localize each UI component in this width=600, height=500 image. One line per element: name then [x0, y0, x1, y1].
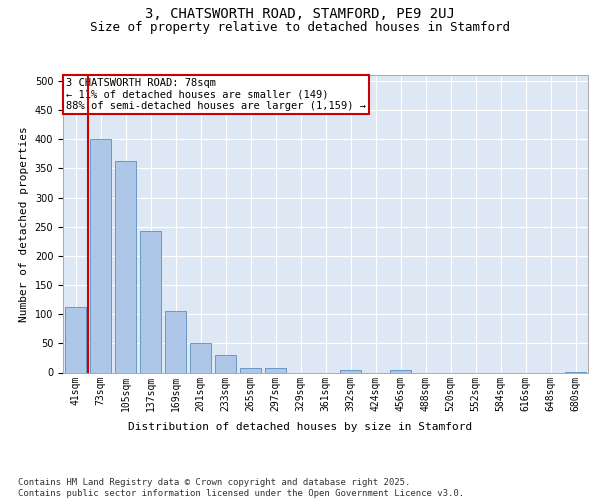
Y-axis label: Number of detached properties: Number of detached properties	[19, 126, 29, 322]
Bar	[340, 370, 361, 372]
Text: Size of property relative to detached houses in Stamford: Size of property relative to detached ho…	[90, 21, 510, 34]
Text: Distribution of detached houses by size in Stamford: Distribution of detached houses by size …	[128, 422, 472, 432]
Text: 3, CHATSWORTH ROAD, STAMFORD, PE9 2UJ: 3, CHATSWORTH ROAD, STAMFORD, PE9 2UJ	[145, 8, 455, 22]
Bar	[390, 370, 411, 372]
Text: Contains HM Land Registry data © Crown copyright and database right 2025.
Contai: Contains HM Land Registry data © Crown c…	[18, 478, 464, 498]
Bar	[115, 162, 136, 372]
Bar	[240, 368, 261, 372]
Bar	[265, 368, 286, 372]
Bar	[165, 311, 186, 372]
Bar	[90, 139, 111, 372]
Bar	[140, 231, 161, 372]
Bar	[215, 355, 236, 372]
Bar	[65, 306, 86, 372]
Bar	[190, 344, 211, 372]
Text: 3 CHATSWORTH ROAD: 78sqm
← 11% of detached houses are smaller (149)
88% of semi-: 3 CHATSWORTH ROAD: 78sqm ← 11% of detach…	[65, 78, 365, 111]
